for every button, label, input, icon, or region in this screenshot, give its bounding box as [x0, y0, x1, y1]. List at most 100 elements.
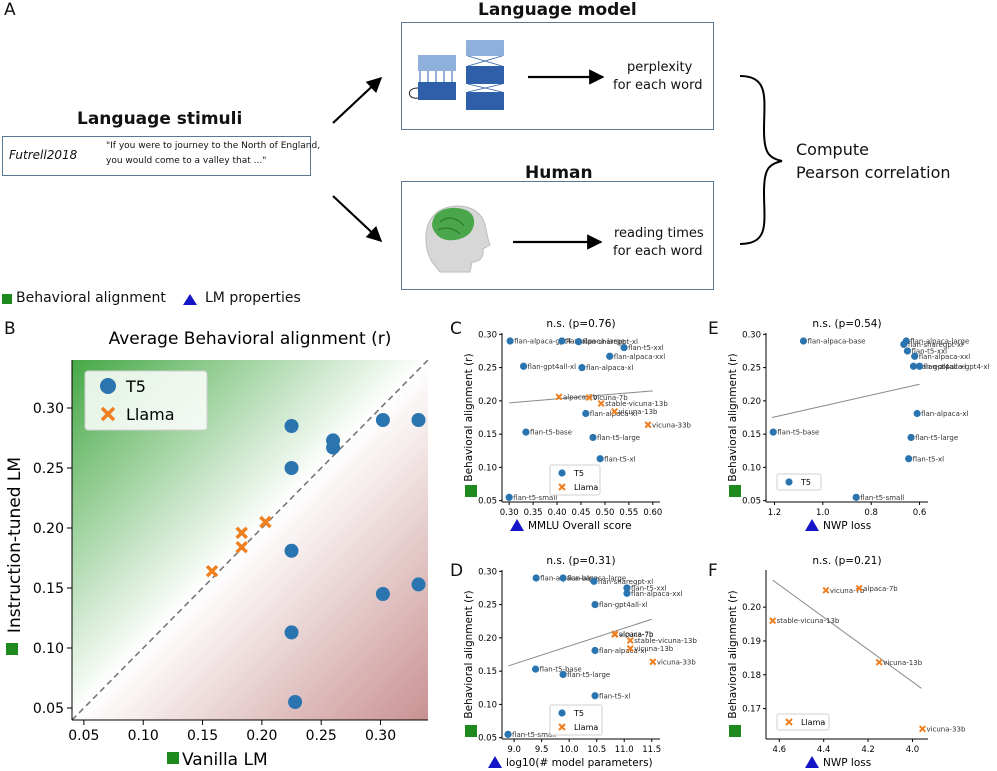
t5-point: [411, 577, 426, 592]
y-tick-label: 0.20: [33, 521, 64, 537]
cross-stroke: [875, 658, 883, 666]
legend-t5-marker: [558, 709, 566, 717]
x-tick-label: 4.0: [906, 745, 920, 755]
chart-title: n.s. (p=0.21): [812, 555, 881, 567]
llama-point: [585, 394, 593, 402]
lm-output-line-2: for each word: [613, 78, 703, 93]
x-tick-label: 0.6: [913, 508, 927, 518]
llama-point: [611, 631, 619, 639]
legend-t5-marker: [100, 378, 116, 394]
llama-point: [769, 617, 777, 625]
y-tick-label: 0.25: [478, 364, 497, 374]
y-tick-label: 0.15: [478, 430, 497, 440]
x-tick-label: 10.0: [560, 745, 579, 755]
panel-label-e: E: [708, 319, 719, 339]
t5-point: [532, 574, 540, 582]
legend-label: Llama: [801, 718, 825, 727]
point-label: stable-vicuna-13b: [777, 617, 840, 625]
point-label: vicuna-7b: [830, 587, 865, 595]
fit-line: [508, 618, 652, 667]
t5-point: [591, 692, 599, 700]
panel-label-b: B: [4, 319, 16, 339]
x-tick-label: 0.40: [548, 508, 567, 518]
green-square-icon: [465, 485, 477, 497]
x-axis-label: NWP loss: [823, 520, 871, 532]
cross-stroke: [235, 526, 248, 540]
x-tick-label: 0.30: [365, 728, 396, 744]
arrow-to-human: [332, 195, 383, 243]
chart-f: 4.6 4.4 4.2 4.0 0.17 0.18 0.19 0.20 n.s. (p=0.21…: [727, 555, 966, 769]
point-label: flan-alpaca-xxl: [614, 353, 666, 361]
point-label: flan-t5-xl: [604, 455, 636, 463]
point-label: vicuna-33b: [926, 725, 966, 733]
x-tick-label: 4.6: [773, 745, 787, 755]
y-tick-label: 0.20: [478, 634, 497, 644]
t5-point: [623, 589, 631, 597]
llama-point: [555, 393, 563, 401]
y-tick-label: 0.30: [742, 330, 761, 340]
t5-point: [504, 730, 512, 738]
llama-point: [918, 725, 926, 733]
green-square-icon: [729, 485, 741, 497]
t5-point: [769, 428, 777, 436]
point-label: flan-sharegpt-xl: [598, 578, 653, 586]
cross-stroke: [100, 406, 116, 422]
compute-line-1: Compute: [796, 140, 869, 159]
y-axis-label: Instruction-tuned LM: [5, 457, 25, 633]
blue-triangle-icon: [805, 756, 819, 768]
y-tick-label: 0.10: [742, 463, 761, 473]
llama-point: [235, 540, 248, 554]
point-label: flan-alpaca-large: [910, 337, 969, 345]
y-tick-label: 0.10: [478, 463, 497, 473]
t5-point: [288, 695, 303, 709]
t5-point: [326, 440, 341, 455]
t5-point: [907, 433, 915, 442]
legend-llama-label: Llama: [126, 405, 175, 424]
panel-label-c: C: [450, 319, 462, 339]
chart-title: Average Behavioral alignment (r): [109, 329, 392, 349]
x-axis-label: MMLU Overall score: [528, 520, 632, 532]
legend-label: T5: [800, 478, 811, 487]
chart-e: 1.2 1.0 0.8 0.6 0.05 0.10 0.15 0.20 0.25 0.30 n.s.…: [727, 318, 990, 532]
t5-point: [505, 493, 513, 501]
point-label: flan-t5-xxl: [631, 584, 667, 592]
legend-box: [776, 713, 830, 731]
fit-line: [772, 579, 922, 689]
t5-point: [852, 493, 860, 501]
y-axis-label: Behavioral alignment (r): [727, 353, 739, 481]
chart-d: 9.0 9.5 10.0 10.5 11.0 11.5 0.05 0.10 0.15 0.20 0.…: [463, 555, 698, 769]
cross-stroke: [855, 584, 863, 592]
cross-stroke: [649, 658, 657, 666]
cross-stroke: [918, 725, 926, 733]
y-axis-label: Behavioral alignment (r): [463, 353, 475, 481]
x-axis-label: log10(# model parameters): [506, 757, 653, 769]
legend-t5-label: T5: [125, 377, 146, 396]
point-label: vicuna-13b: [883, 659, 923, 667]
point-label: flan-t5-xl: [913, 455, 945, 463]
legend-label: Llama: [574, 723, 598, 732]
legend-label: Llama: [574, 483, 598, 492]
x-tick-label: 0.05: [68, 728, 99, 744]
point-label: flan-alpaca-xl: [590, 410, 637, 418]
y-tick-label: 0.25: [478, 601, 497, 611]
compute-line-2: Pearson correlation: [796, 163, 951, 182]
panel-label-a: A: [4, 0, 16, 20]
point-label: flan-t5-large: [567, 671, 610, 679]
y-tick-label: 0.05: [478, 497, 497, 507]
human-output-line-2: for each word: [613, 244, 703, 259]
legend-box: [776, 473, 822, 491]
point-label: flan-alpaca-large: [567, 574, 626, 582]
x-tick-label: 10.5: [587, 745, 606, 755]
llama-point: [259, 515, 272, 529]
point-label: flan-t5-base: [530, 429, 572, 437]
y-tick-label: 0.18: [742, 671, 761, 681]
t5-point: [590, 577, 598, 585]
point-label: flan-t5-large: [597, 434, 640, 442]
llama-point: [626, 645, 634, 653]
legend-llama-marker: [558, 723, 566, 731]
transformer-icon: [408, 40, 504, 110]
chart-title: n.s. (p=0.76): [546, 318, 615, 330]
lm-output-line-1: perplexity: [627, 60, 693, 75]
point-label: alpaca-7b: [619, 630, 654, 638]
t5-point: [531, 665, 540, 673]
